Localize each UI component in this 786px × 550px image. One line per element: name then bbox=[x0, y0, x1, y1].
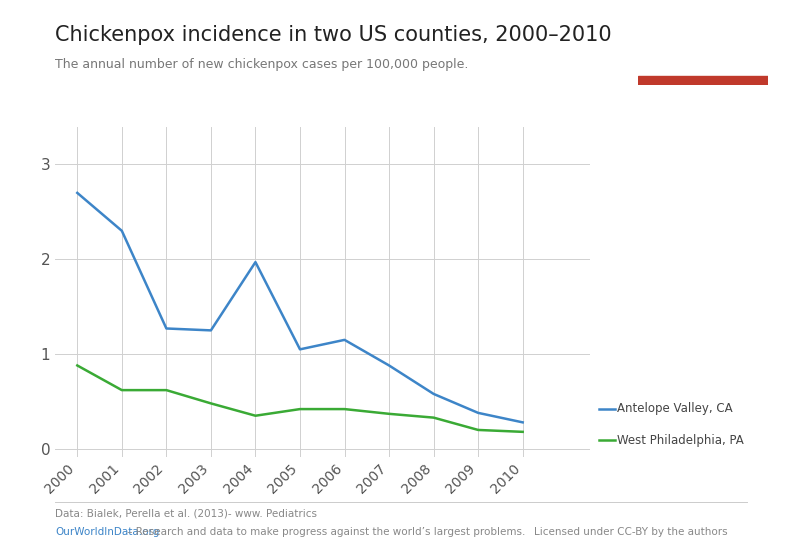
Text: Antelope Valley, CA: Antelope Valley, CA bbox=[617, 402, 733, 415]
Text: Our World: Our World bbox=[665, 28, 741, 40]
Bar bbox=[638, 76, 768, 85]
Text: – Research and data to make progress against the world’s largest problems.: – Research and data to make progress aga… bbox=[124, 527, 526, 537]
Text: Licensed under CC-BY by the authors: Licensed under CC-BY by the authors bbox=[534, 527, 728, 537]
Text: in Data: in Data bbox=[676, 52, 730, 64]
Text: Data: Bialek, Perella et al. (2013)- www. Pediatrics: Data: Bialek, Perella et al. (2013)- www… bbox=[55, 509, 317, 519]
Text: Chickenpox incidence in two US counties, 2000–2010: Chickenpox incidence in two US counties,… bbox=[55, 25, 612, 45]
Text: West Philadelphia, PA: West Philadelphia, PA bbox=[617, 433, 744, 447]
Text: OurWorldInData.org: OurWorldInData.org bbox=[55, 527, 160, 537]
Text: The annual number of new chickenpox cases per 100,000 people.: The annual number of new chickenpox case… bbox=[55, 58, 468, 71]
